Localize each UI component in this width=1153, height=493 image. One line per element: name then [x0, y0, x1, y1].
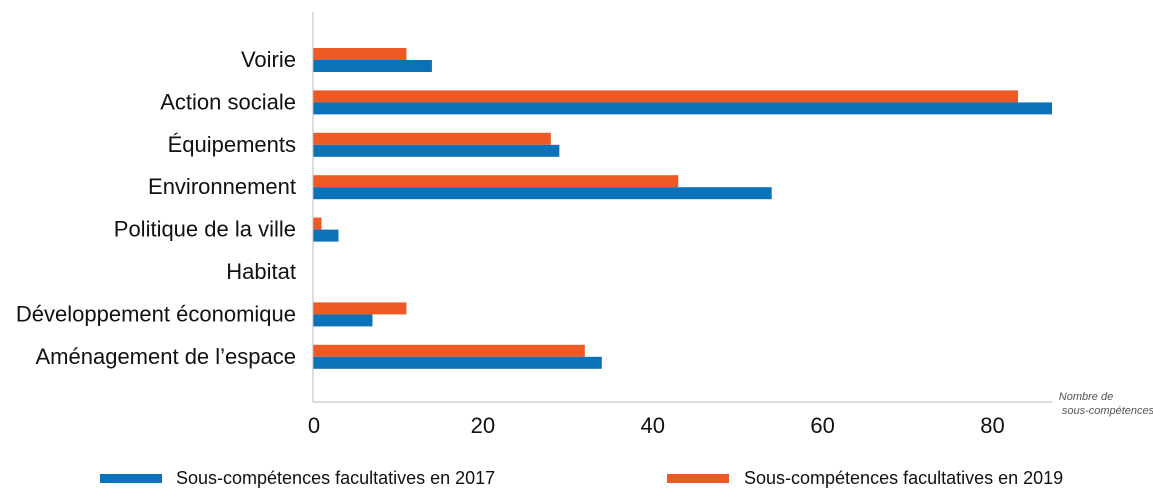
- x-tick-label: 60: [810, 413, 834, 438]
- x-tick-label: 80: [980, 413, 1004, 438]
- bar-2019: [313, 90, 1019, 103]
- category-label: Aménagement de l’espace: [36, 344, 297, 369]
- category-label: Politique de la ville: [114, 217, 296, 242]
- category-label: Environnement: [148, 174, 296, 199]
- bar-2019: [313, 302, 407, 315]
- bar-2019: [313, 48, 407, 60]
- bar-2017: [313, 229, 339, 242]
- legend: Sous-compétences facultatives en 2017 So…: [100, 468, 1063, 488]
- bars-group: [313, 48, 1052, 369]
- bar-2019: [313, 132, 551, 145]
- category-labels: Voirie Action sociale Équipements Environne…: [16, 47, 296, 369]
- legend-label-2019: Sous-compétences facultatives en 2019: [744, 468, 1063, 488]
- legend-label-2017: Sous-compétences facultatives en 2017: [176, 468, 495, 488]
- x-tick-label: 40: [641, 413, 665, 438]
- legend-swatch-2017: [100, 474, 162, 483]
- category-label: Action sociale: [160, 89, 296, 114]
- legend-swatch-2019: [667, 474, 729, 483]
- bar-2017: [313, 60, 432, 72]
- bar-2017: [313, 356, 602, 369]
- bar-2017: [313, 187, 772, 200]
- category-label: Équipements: [168, 132, 296, 157]
- category-label: Habitat: [226, 259, 296, 284]
- x-axis-unit-line-2: sous-compétences: [1062, 405, 1153, 417]
- x-axis-unit-line-1: Nombre de: [1059, 391, 1113, 403]
- bar-2019: [313, 217, 322, 230]
- bar-2017: [313, 102, 1052, 115]
- x-tick-label: 0: [308, 413, 320, 438]
- x-tick-labels: 0 20 40 60 80: [308, 413, 1005, 438]
- bar-2017: [313, 314, 373, 327]
- bar-2019: [313, 175, 679, 188]
- category-label: Développement économique: [16, 301, 296, 326]
- bar-2019: [313, 344, 585, 357]
- bar-2017: [313, 144, 560, 157]
- x-tick-label: 20: [471, 413, 495, 438]
- category-label: Voirie: [241, 47, 296, 72]
